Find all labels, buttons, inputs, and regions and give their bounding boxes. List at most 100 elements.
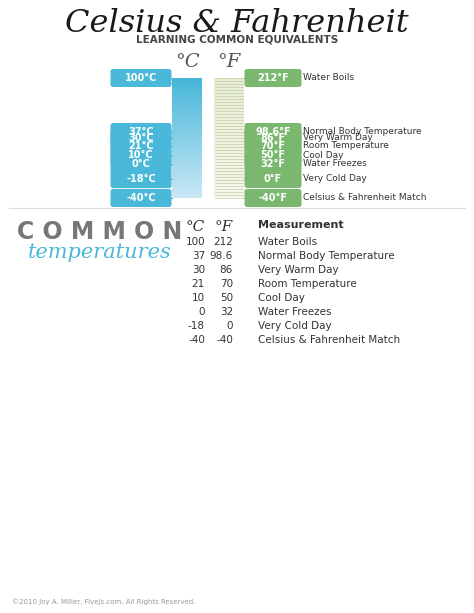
FancyBboxPatch shape <box>245 170 301 188</box>
Bar <box>214 150 244 152</box>
Bar <box>172 170 202 172</box>
Bar <box>214 126 244 128</box>
Bar <box>214 154 244 156</box>
Text: Celsius & Fahrenheit Match: Celsius & Fahrenheit Match <box>258 335 400 345</box>
Bar <box>214 158 244 160</box>
Bar <box>214 152 244 154</box>
Text: 212°F: 212°F <box>257 73 289 83</box>
Bar <box>214 172 244 174</box>
Bar <box>172 84 202 86</box>
Text: Very Cold Day: Very Cold Day <box>258 321 332 331</box>
Text: Normal Body Temperature: Normal Body Temperature <box>303 128 422 137</box>
Text: 50°F: 50°F <box>261 150 285 160</box>
Bar <box>214 140 244 142</box>
Text: °F: °F <box>215 220 233 234</box>
Bar <box>172 140 202 142</box>
Bar <box>172 108 202 110</box>
Bar <box>172 146 202 148</box>
Bar <box>214 130 244 132</box>
Bar <box>172 114 202 116</box>
Bar <box>214 144 244 146</box>
Bar <box>214 124 244 126</box>
Text: 0: 0 <box>227 321 233 331</box>
Bar <box>214 160 244 162</box>
Bar <box>214 166 244 168</box>
Bar <box>214 164 244 166</box>
Bar <box>214 132 244 134</box>
Bar <box>172 116 202 118</box>
FancyBboxPatch shape <box>110 170 172 188</box>
Text: Measurement: Measurement <box>258 220 344 230</box>
Text: C O M M O N: C O M M O N <box>18 220 182 244</box>
FancyBboxPatch shape <box>110 69 172 87</box>
Bar <box>214 178 244 180</box>
Text: 86°F: 86°F <box>260 133 285 143</box>
Text: 0: 0 <box>199 307 205 317</box>
Bar <box>172 160 202 162</box>
Bar <box>172 96 202 98</box>
Bar <box>172 144 202 146</box>
Text: ©2010 Joy A. Miller, FiveJs.com. All Rights Reserved.: ©2010 Joy A. Miller, FiveJs.com. All Rig… <box>12 598 195 605</box>
Bar <box>172 178 202 180</box>
FancyBboxPatch shape <box>110 137 172 154</box>
Bar <box>214 106 244 108</box>
Bar <box>214 156 244 158</box>
FancyBboxPatch shape <box>110 189 172 207</box>
Text: Very Warm Day: Very Warm Day <box>258 265 338 275</box>
Text: Water Freezes: Water Freezes <box>258 307 331 317</box>
FancyBboxPatch shape <box>245 189 301 207</box>
Bar <box>172 78 202 80</box>
Bar <box>214 188 244 190</box>
Bar <box>214 134 244 136</box>
Text: Water Boils: Water Boils <box>303 74 354 83</box>
Text: Water Boils: Water Boils <box>258 237 317 247</box>
Bar <box>172 136 202 138</box>
Bar <box>214 102 244 104</box>
Text: 0°C: 0°C <box>132 159 150 169</box>
Bar <box>172 90 202 92</box>
Bar <box>214 136 244 138</box>
FancyBboxPatch shape <box>245 154 301 173</box>
Bar <box>172 106 202 108</box>
Bar <box>172 168 202 170</box>
Text: Celsius & Fahrenheit Match: Celsius & Fahrenheit Match <box>303 194 427 202</box>
Bar <box>172 158 202 160</box>
Bar <box>214 128 244 130</box>
Text: Cool Day: Cool Day <box>258 293 305 303</box>
Bar <box>172 156 202 158</box>
Bar <box>172 112 202 114</box>
Bar <box>172 154 202 156</box>
Bar <box>214 146 244 148</box>
Text: -40°F: -40°F <box>258 193 288 203</box>
Text: -40: -40 <box>216 335 233 345</box>
Bar <box>214 88 244 90</box>
Bar <box>214 94 244 96</box>
Text: 86: 86 <box>220 265 233 275</box>
Text: 21°C: 21°C <box>128 141 154 151</box>
Bar <box>214 190 244 192</box>
Bar <box>172 138 202 140</box>
Bar <box>172 132 202 134</box>
FancyBboxPatch shape <box>245 146 301 164</box>
Text: 30°C: 30°C <box>128 133 154 143</box>
FancyBboxPatch shape <box>245 129 301 147</box>
FancyBboxPatch shape <box>245 69 301 87</box>
Text: °C: °C <box>186 220 205 234</box>
Bar <box>172 190 202 192</box>
Bar <box>172 180 202 182</box>
Bar <box>172 162 202 164</box>
Bar <box>214 162 244 164</box>
Bar <box>214 108 244 110</box>
Bar <box>214 96 244 98</box>
Bar <box>214 180 244 182</box>
Bar <box>172 102 202 104</box>
Bar <box>214 170 244 172</box>
Bar <box>172 86 202 88</box>
Bar <box>172 88 202 90</box>
Bar <box>172 166 202 168</box>
Bar <box>172 196 202 198</box>
Bar <box>172 192 202 194</box>
Text: -18°C: -18°C <box>126 174 156 184</box>
Text: 32: 32 <box>220 307 233 317</box>
Bar <box>172 82 202 84</box>
